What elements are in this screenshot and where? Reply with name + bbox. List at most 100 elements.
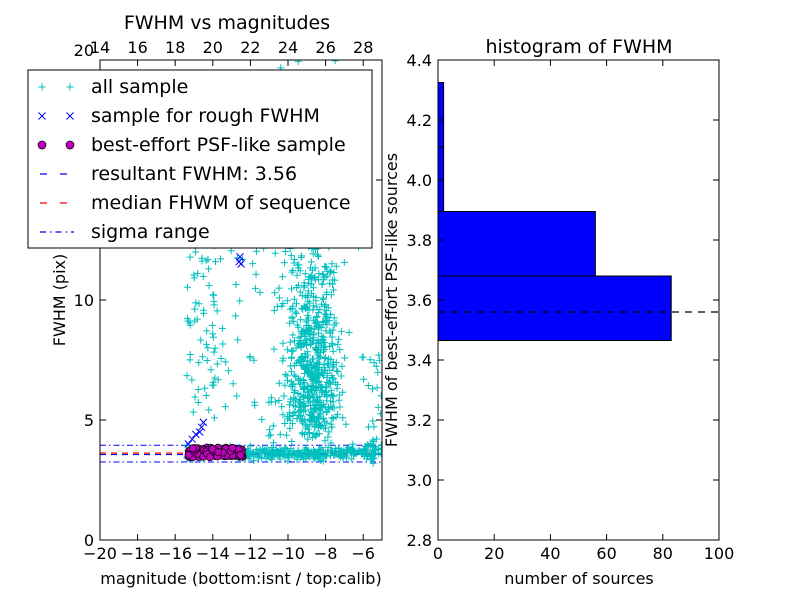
rough-sample-points (184, 252, 245, 448)
scatter-top-tick-label: 22 (240, 38, 260, 57)
all-sample-point (195, 300, 203, 308)
all-sample-point (290, 259, 298, 267)
all-sample-point (308, 382, 316, 390)
all-sample-point (279, 411, 287, 419)
all-sample-point (327, 267, 335, 275)
all-sample-point (290, 295, 298, 303)
all-sample-point (282, 445, 290, 453)
all-sample-point (305, 430, 313, 438)
scatter-legend: all sample sample for rough FWHM best-effo… (27, 69, 373, 249)
all-sample-point (208, 321, 216, 329)
all-sample-point (244, 447, 252, 455)
all-sample-point (328, 404, 336, 412)
psf-sample-point (236, 450, 245, 459)
all-sample-point (327, 291, 335, 299)
all-sample-point (326, 279, 334, 287)
all-sample-point (360, 446, 368, 454)
all-sample-point (288, 268, 296, 276)
all-sample-point (275, 397, 283, 405)
scatter-x-label: magnitude (bottom:isnt / top:calib) (100, 569, 381, 588)
all-sample-point (217, 355, 225, 363)
all-sample-point (334, 444, 342, 452)
all-sample-point (312, 319, 320, 327)
all-sample-point (323, 313, 331, 321)
histogram-x-tick-label: 0 (433, 544, 443, 563)
all-sample-point (322, 354, 330, 362)
all-sample-point (320, 414, 328, 422)
all-sample-point (335, 448, 343, 456)
all-sample-point (298, 329, 306, 337)
histogram-bar (437, 146, 445, 212)
psf-sample-point (205, 453, 214, 462)
histogram-bar (437, 82, 445, 148)
all-sample-point (202, 340, 210, 348)
all-sample-point (283, 376, 291, 384)
all-sample-point (290, 371, 298, 379)
all-sample-point (330, 392, 338, 400)
all-sample-point (323, 393, 331, 401)
all-sample-point (320, 372, 328, 380)
all-sample-point (250, 356, 258, 364)
all-sample-point (374, 368, 382, 376)
all-sample-point (332, 262, 340, 270)
psf-sample-point (214, 448, 223, 457)
all-sample-point (205, 406, 213, 414)
all-sample-point (369, 417, 377, 425)
all-sample-point (296, 267, 304, 275)
all-sample-point (289, 302, 297, 310)
all-sample-point (323, 288, 331, 296)
all-sample-point (232, 312, 240, 320)
all-sample-point (310, 331, 318, 339)
all-sample-point (293, 415, 301, 423)
all-sample-point (192, 248, 200, 256)
all-sample-point (292, 359, 300, 367)
all-sample-point (345, 445, 353, 453)
all-sample-point (341, 451, 349, 459)
all-sample-point (276, 430, 284, 438)
all-sample-point (331, 60, 339, 65)
scatter-top-ticks: 14 16 18 20 22 24 26 28 (90, 38, 374, 57)
all-sample-point (304, 297, 312, 305)
all-sample-point (312, 346, 320, 354)
all-sample-point (183, 315, 191, 323)
all-sample-point (191, 393, 199, 401)
all-sample-point (291, 308, 299, 316)
all-sample-point (236, 297, 244, 305)
all-sample-point (184, 283, 192, 291)
all-sample-point (296, 376, 304, 384)
all-sample-point (299, 419, 307, 427)
all-sample-point (308, 413, 316, 421)
all-sample-point (326, 329, 334, 337)
histogram-y-tick-label: 4.4 (407, 51, 432, 70)
histogram-bars (437, 82, 672, 341)
rough-sample-point (192, 430, 200, 439)
all-sample-point (328, 260, 336, 268)
all-sample-point (301, 392, 309, 400)
all-sample-point (328, 423, 336, 431)
all-sample-point (322, 310, 330, 318)
all-sample-point (297, 399, 305, 407)
histogram-y-tick-label: 3.6 (407, 291, 432, 310)
all-sample-point (326, 366, 334, 374)
all-sample-point (247, 452, 255, 460)
all-sample-point (314, 336, 322, 344)
all-sample-point (335, 335, 343, 343)
scatter-top-tick-label: 14 (90, 38, 110, 57)
histogram-y-tick-label: 3.8 (407, 231, 432, 250)
scatter-title: FWHM vs magnitudes (124, 12, 330, 34)
all-sample-point (330, 314, 338, 322)
all-sample-point (291, 387, 299, 395)
histogram-x-tick-label: 40 (540, 544, 560, 563)
histogram-x-tick-label: 100 (704, 544, 735, 563)
scatter-x-tick-label: −20 (83, 544, 117, 563)
all-sample-point (306, 367, 314, 375)
all-sample-point (311, 264, 319, 272)
all-sample-point (339, 414, 347, 422)
all-sample-point (204, 344, 212, 352)
all-sample-point (292, 309, 300, 317)
all-sample-point (369, 459, 377, 467)
all-sample-point (194, 399, 202, 407)
all-sample-point (313, 364, 321, 372)
scatter-x-ticks: −20 −18 −16 −14 −12 −10 −8 −6 (83, 60, 375, 563)
all-sample-point (314, 396, 322, 404)
